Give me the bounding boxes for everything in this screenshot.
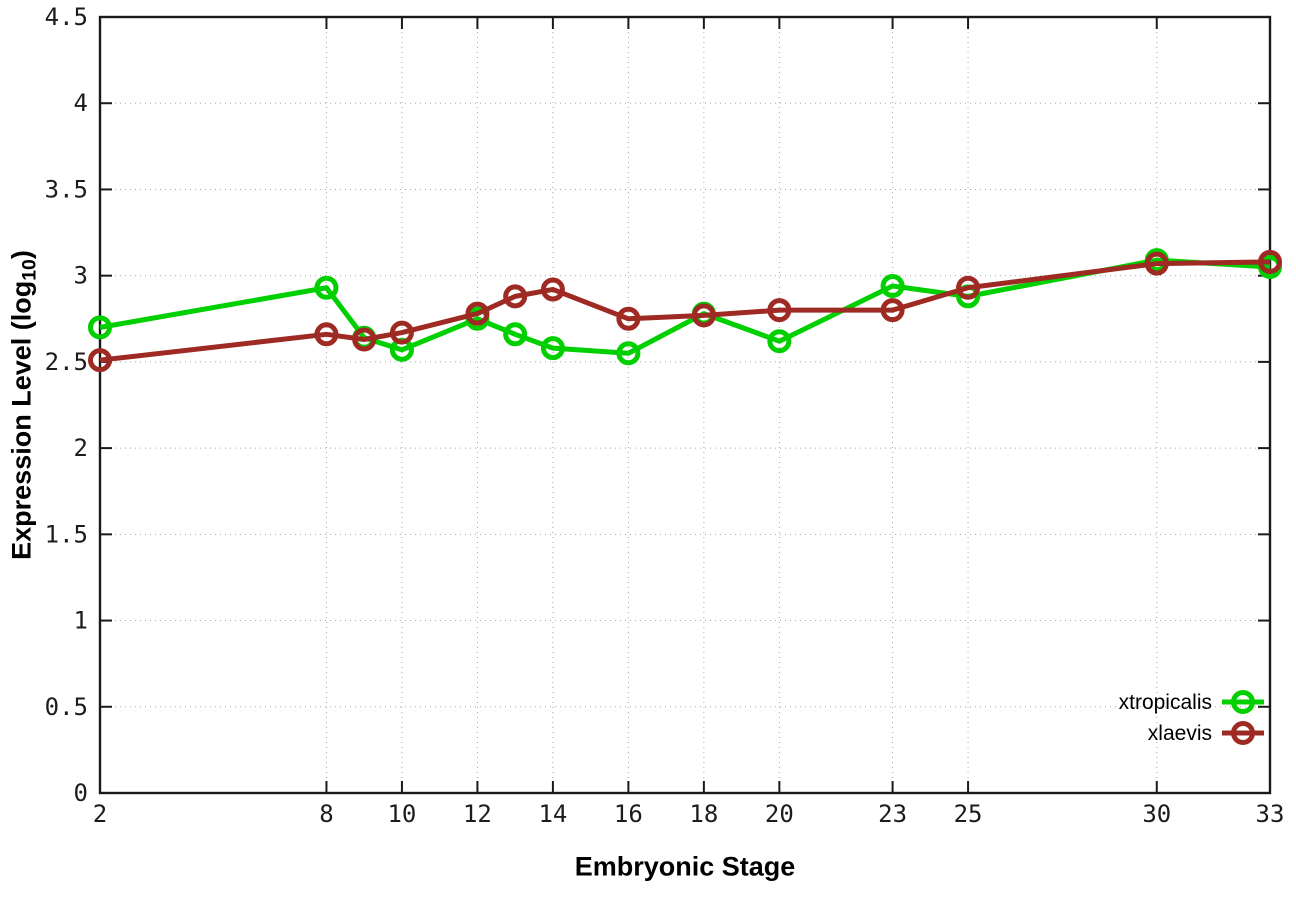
legend-entry-xtropicalis: xtropicalis [1119, 690, 1264, 714]
data-point-marker [88, 348, 112, 373]
data-point-marker [956, 275, 981, 300]
series-xtropicalis [88, 248, 1282, 366]
data-point-marker [503, 322, 528, 347]
y-axis-title-subscript: 10 [18, 259, 41, 281]
x-tick-label: 18 [689, 800, 718, 828]
x-tick-label: 33 [1256, 800, 1285, 828]
y-tick-labels: 0 0.5 1 1.5 2 2.5 3 3.5 4 4.5 [45, 3, 88, 807]
grid [100, 17, 1270, 793]
x-tick-label: 14 [538, 800, 567, 828]
y-tick-label: 2.5 [45, 348, 88, 376]
x-tick-label: 2 [93, 800, 107, 828]
y-axis-title-text: Expression Level (log [6, 280, 37, 560]
y-tick-label: 1.5 [45, 520, 88, 548]
y-tick-label: 4 [74, 89, 88, 117]
data-point-marker [767, 298, 792, 323]
y-tick-label: 4.5 [45, 3, 88, 31]
x-tick-label: 30 [1142, 800, 1171, 828]
series-line [99, 259, 1271, 363]
x-tick-label: 23 [878, 800, 907, 828]
y-axis-title: Expression Level (log10) [7, 250, 42, 560]
data-point-marker [880, 274, 905, 299]
data-point-marker [691, 303, 716, 328]
data-point-marker [503, 284, 528, 309]
data-point-marker [616, 306, 641, 331]
y-axis-title-close: ) [6, 250, 37, 260]
plot-border [98, 15, 1272, 795]
x-tick-label: 10 [387, 800, 416, 828]
x-tick-label: 8 [319, 800, 333, 828]
data-point-marker [880, 298, 905, 323]
series-xlaevis [88, 249, 1282, 373]
legend-label: xtropicalis [1119, 691, 1212, 714]
legend-label: xlaevis [1148, 722, 1212, 745]
y-tick-label: 0.5 [45, 693, 88, 721]
x-tick-label: 20 [765, 800, 794, 828]
axis-ticks [99, 16, 1271, 794]
legend: xtropicalis xlaevis [1119, 690, 1264, 745]
data-point-marker [314, 322, 339, 347]
data-point-marker [88, 315, 112, 340]
x-axis-title: Embryonic Stage [574, 851, 796, 882]
legend-entry-xlaevis: xlaevis [1148, 721, 1264, 745]
legend-sample-marker [1231, 721, 1255, 745]
y-tick-label: 3 [74, 262, 88, 290]
data-point-marker [314, 275, 339, 300]
y-tick-label: 1 [74, 607, 88, 635]
y-tick-label: 3.5 [45, 175, 88, 203]
x-tick-label: 25 [954, 800, 983, 828]
legend-sample-marker [1231, 690, 1255, 714]
data-point-marker [767, 329, 792, 354]
data-point-marker [352, 327, 377, 352]
y-tick-label: 2 [74, 434, 88, 462]
data-point-marker [389, 320, 414, 345]
data-point-marker [465, 301, 490, 326]
x-tick-labels: 2 8 10 12 14 16 18 20 23 25 30 33 [93, 800, 1285, 828]
data-point-marker [1144, 251, 1169, 276]
x-tick-label: 16 [614, 800, 643, 828]
y-tick-label: 0 [74, 779, 88, 807]
data-point-marker [1258, 249, 1282, 274]
x-tick-label: 12 [463, 800, 492, 828]
data-point-marker [540, 336, 565, 361]
data-point-marker [616, 341, 641, 366]
data-point-marker [540, 277, 565, 302]
